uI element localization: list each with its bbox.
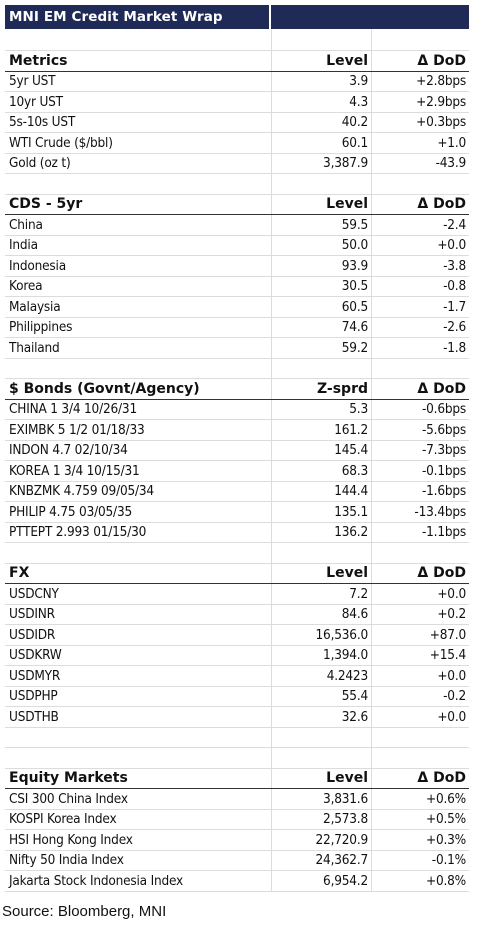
table-row: China 59.5 -2.4 <box>5 215 469 236</box>
table-row: Malaysia 60.5 -1.7 <box>5 297 469 318</box>
spacer-row <box>5 29 469 51</box>
table-row: USDINR 84.6 +0.2 <box>5 604 469 625</box>
title-row: MNI EM Credit Market Wrap <box>5 5 469 29</box>
table-row: Thailand 59.2 -1.8 <box>5 338 469 359</box>
table-row: USDKRW 1,394.0 +15.4 <box>5 645 469 666</box>
table-row: Gold (oz t) 3,387.9 -43.9 <box>5 153 469 174</box>
section-header-cds: CDS - 5yr Level Δ DoD <box>5 194 469 215</box>
table-row: PTTEPT 2.993 01/15/30 136.2 -1.1bps <box>5 522 469 543</box>
table-row: Jakarta Stock Indonesia Index 6,954.2 +0.8… <box>5 871 469 892</box>
table-row: USDMYR 4.2423 +0.0 <box>5 666 469 687</box>
table-row: Indonesia 93.9 -3.8 <box>5 256 469 277</box>
table-row: WTI Crude ($/bbl) 60.1 +1.0 <box>5 133 469 154</box>
source-note: Source: Bloomberg, MNI <box>2 903 167 920</box>
spacer-row <box>5 358 469 379</box>
table-row: CSI 300 China Index 3,831.6 +0.6% <box>5 789 469 810</box>
section-header-metrics: Metrics Level Δ DoD <box>5 51 469 72</box>
spacer-row <box>5 727 469 748</box>
spacer-row <box>5 174 469 195</box>
table-row: Korea 30.5 -0.8 <box>5 276 469 297</box>
table-row: USDPHP 55.4 -0.2 <box>5 686 469 707</box>
table-row: India 50.0 +0.0 <box>5 235 469 256</box>
table-row: 10yr UST 4.3 +2.9bps <box>5 92 469 113</box>
table-row: USDTHB 32.6 +0.0 <box>5 707 469 728</box>
market-wrap-table: MNI EM Credit Market Wrap Metrics Level … <box>5 5 469 892</box>
table-row: Nifty 50 India Index 24,362.7 -0.1% <box>5 850 469 871</box>
table-row: USDCNY 7.2 +0.0 <box>5 584 469 605</box>
table-row: PHILIP 4.75 03/05/35 135.1 -13.4bps <box>5 502 469 523</box>
table-row: 5s-10s UST 40.2 +0.3bps <box>5 112 469 133</box>
section-header-equity: Equity Markets Level Δ DoD <box>5 768 469 789</box>
table-row: USDIDR 16,536.0 +87.0 <box>5 625 469 646</box>
table-row: KOSPI Korea Index 2,573.8 +0.5% <box>5 809 469 830</box>
table-row: KOREA 1 3/4 10/15/31 68.3 -0.1bps <box>5 461 469 482</box>
section-header-fx: FX Level Δ DoD <box>5 563 469 584</box>
table-row: Philippines 74.6 -2.6 <box>5 317 469 338</box>
table-row: CHINA 1 3/4 10/26/31 5.3 -0.6bps <box>5 399 469 420</box>
spacer-row <box>5 543 469 564</box>
table-title: MNI EM Credit Market Wrap <box>5 5 271 29</box>
table-row: KNBZMK 4.759 09/05/34 144.4 -1.6bps <box>5 481 469 502</box>
spacer-row <box>5 748 469 769</box>
section-header-bonds: $ Bonds (Govnt/Agency) Z-sprd Δ DoD <box>5 379 469 400</box>
table-row: HSI Hong Kong Index 22,720.9 +0.3% <box>5 830 469 851</box>
table-row: EXIMBK 5 1/2 01/18/33 161.2 -5.6bps <box>5 420 469 441</box>
table-row: 5yr UST 3.9 +2.8bps <box>5 71 469 92</box>
table-row: INDON 4.7 02/10/34 145.4 -7.3bps <box>5 440 469 461</box>
